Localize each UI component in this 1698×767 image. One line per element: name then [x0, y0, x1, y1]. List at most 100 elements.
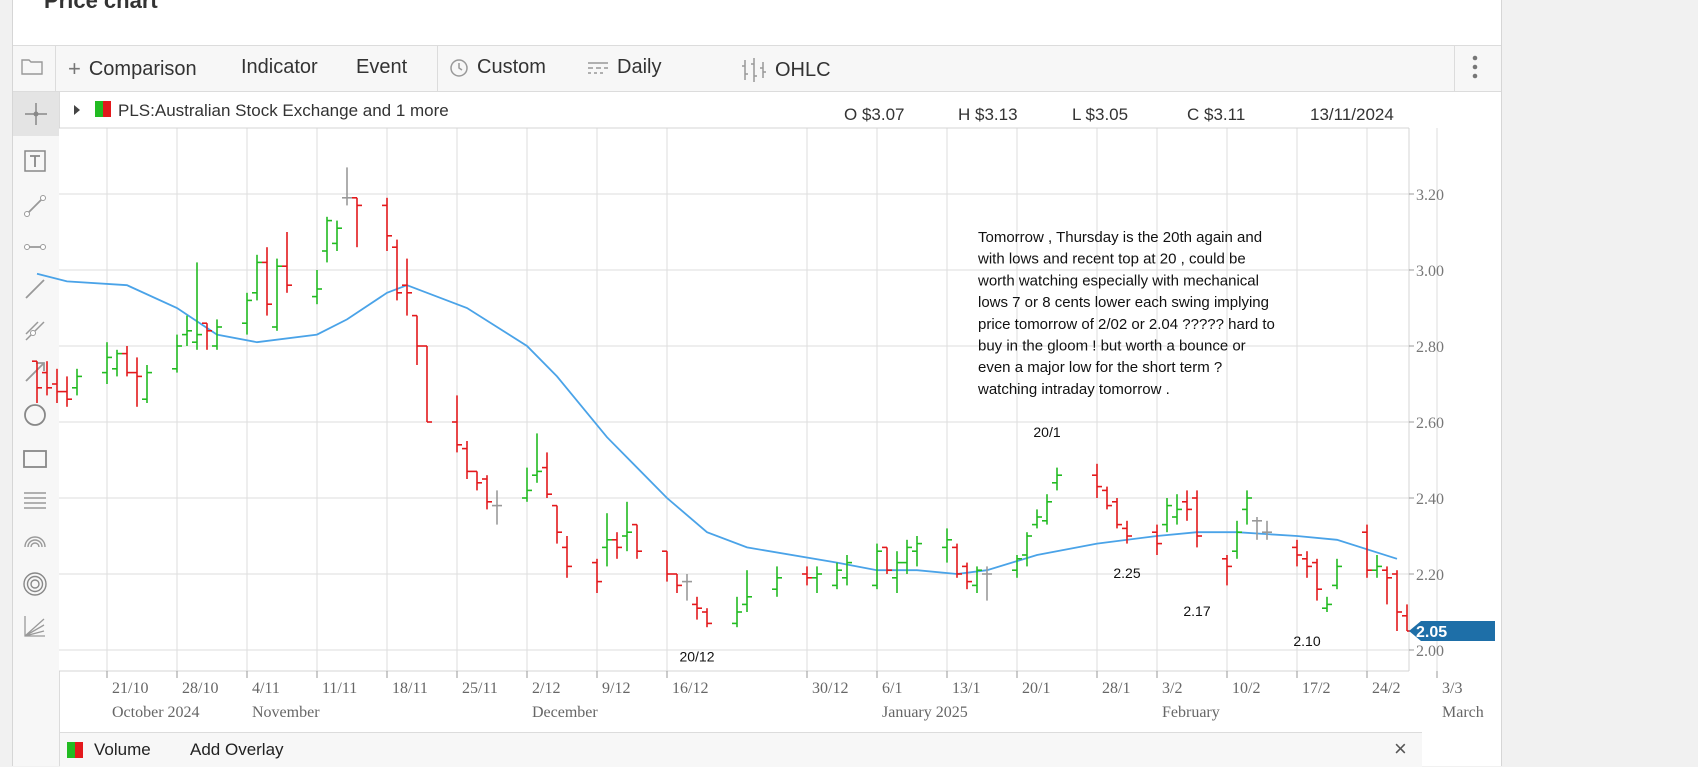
ohlc-bar [482, 475, 492, 510]
volume-label[interactable]: Volume [94, 740, 151, 759]
ohlc-bar [52, 368, 62, 403]
toolbar: + Comparison Indicator Event Custom Dail… [13, 46, 1501, 92]
ohlc-bar [1322, 596, 1332, 612]
x-tick-label: 2/12 [532, 680, 560, 697]
crosshair-tool[interactable] [13, 92, 59, 136]
annotations: 20/12 20/1 2.25 2.17 2.10 [679, 424, 1320, 664]
folder-icon [21, 59, 43, 75]
ohlc-bar [882, 546, 892, 574]
plot-background [59, 128, 1409, 671]
crosshair-icon [25, 103, 47, 125]
folder-button[interactable] [21, 57, 43, 75]
ohlc-bar [1372, 555, 1382, 578]
text-tool[interactable] [21, 147, 49, 175]
ohlc-bar [242, 292, 252, 335]
x-tick-label: 10/2 [1232, 680, 1260, 697]
ohlc-bar [192, 262, 202, 350]
custom-label: Custom [477, 56, 546, 78]
ohlc-bar [692, 596, 702, 620]
last-price-label: 2.05 [1416, 624, 1447, 641]
indicator-button[interactable]: Indicator [241, 56, 318, 79]
ohlc-bar [522, 467, 532, 502]
ohlc-bar [412, 314, 422, 365]
ohlc-bar [492, 490, 502, 525]
event-button[interactable]: Event [356, 56, 407, 79]
ohlc-bar [612, 532, 622, 559]
y-tick-label: 2.00 [1416, 643, 1444, 660]
ohlc-bar [772, 566, 782, 597]
legend: PLS:Australian Stock Exchange and 1 more… [74, 101, 1394, 124]
volume-down-swatch [75, 742, 83, 758]
x-tick-label: 3/3 [1442, 680, 1462, 697]
ohlc-bar [942, 528, 952, 563]
y-tick-label: 3.20 [1416, 187, 1444, 204]
annotation-label: 20/1 [1033, 424, 1060, 440]
legend-low: L $3.05 [1072, 105, 1128, 124]
ohlc-bar [802, 566, 812, 586]
fan-tool[interactable] [21, 612, 49, 640]
x-tick-label: 6/1 [882, 680, 902, 697]
ohlc-bar [892, 551, 902, 593]
interval-button[interactable]: Daily [587, 56, 661, 79]
kebab-menu-icon [1472, 55, 1478, 79]
event-label: Event [356, 56, 408, 78]
channel-tool[interactable] [21, 317, 49, 345]
ohlc-bar [112, 349, 122, 377]
rectangle-tool[interactable] [21, 445, 49, 473]
expand-triangle-icon[interactable] [74, 105, 80, 115]
close-icon[interactable]: × [1394, 736, 1407, 761]
ohlc-bar [542, 452, 552, 498]
arc-tool[interactable] [21, 528, 49, 556]
ohlc-bar [1162, 498, 1172, 533]
x-tick-label: 28/10 [182, 680, 218, 697]
custom-range-button[interactable]: Custom [449, 56, 546, 79]
ray-icon [25, 279, 45, 299]
ohlc-bar [1232, 520, 1242, 559]
ohlc-bar [1012, 555, 1022, 578]
parallel-lines-tool[interactable] [21, 487, 49, 515]
add-overlay-button[interactable]: Add Overlay [190, 740, 284, 759]
horizontal-segment-icon [24, 244, 46, 250]
arrow-tool[interactable] [21, 358, 49, 386]
legend-open: O $3.07 [844, 105, 905, 124]
series-name[interactable]: PLS:Australian Stock Exchange and 1 more [118, 101, 449, 120]
ohlc-bar [962, 562, 972, 590]
ohlc-bar [842, 555, 852, 586]
trend-line-icon [24, 195, 46, 217]
more-options-button[interactable] [1472, 54, 1478, 80]
ohlc-bar [832, 562, 842, 590]
ohlc-bar [702, 608, 712, 628]
ohlc-bar [982, 566, 992, 601]
note-line: price tomorrow of 2/02 or 2.04 ????? har… [978, 316, 1275, 333]
ohlc-bar [1182, 490, 1192, 521]
ohlc-bar [622, 501, 632, 552]
series-down-swatch [103, 101, 111, 117]
volume-up-swatch [67, 742, 75, 758]
note-line: with lows and recent top at 20 , could b… [977, 251, 1246, 268]
note-line: watching intraday tomorrow . [977, 381, 1170, 398]
trend-line-tool[interactable] [21, 192, 49, 220]
horizontal-segment-tool[interactable] [21, 233, 49, 261]
legend-close: C $3.11 [1187, 105, 1245, 124]
last-price-badge [1409, 621, 1495, 641]
annotation-label: 2.10 [1293, 633, 1320, 649]
circle-tool[interactable] [21, 401, 49, 429]
chart-type-button[interactable]: OHLC [741, 56, 831, 84]
ohlc-bar [342, 167, 352, 206]
ohlc-bar [402, 258, 412, 316]
ohlc-bar [1382, 566, 1392, 605]
y-tick-label: 2.80 [1416, 339, 1444, 356]
ohlc-bar [182, 315, 192, 346]
ohlc-bar [172, 334, 182, 373]
ohlc-bar [212, 319, 222, 350]
ohlc-bar [1312, 558, 1322, 601]
clock-icon [450, 58, 468, 77]
ohlc-bar [1392, 570, 1402, 631]
ohlc-bar [262, 247, 272, 316]
arrow-line-icon [25, 362, 45, 382]
comparison-button[interactable]: + Comparison [68, 56, 197, 82]
ray-tool[interactable] [21, 275, 49, 303]
ohlc-bar [322, 216, 332, 263]
ohlc-bar [552, 504, 562, 544]
target-tool[interactable] [21, 570, 49, 598]
